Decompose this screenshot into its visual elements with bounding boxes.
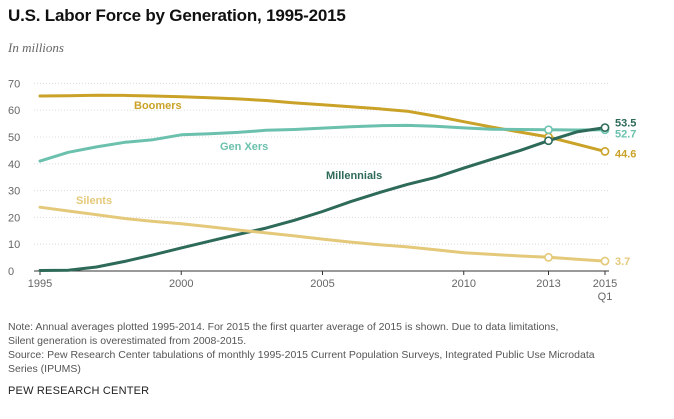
series-name-label: Boomers [134, 100, 182, 112]
gridlines [34, 82, 609, 272]
series-name-label: Millennials [326, 170, 382, 182]
series-line-silents [38, 205, 607, 263]
x-tick-label: 2005 [310, 278, 334, 290]
y-tick-label: 60 [8, 105, 20, 117]
y-tick-label: 40 [8, 159, 20, 171]
y-tick-label: 20 [8, 212, 20, 224]
series-line-gen-xers [38, 123, 607, 163]
y-tick-label: 0 [8, 266, 14, 278]
source-line: Series (IPUMS) [8, 363, 81, 375]
series-name-label: Silents [76, 195, 112, 207]
note-line: Silent generation is overestimated from … [8, 335, 247, 347]
data-point-marker [600, 123, 610, 132]
data-point-marker [544, 252, 553, 262]
x-tick-label: 2000 [169, 278, 193, 290]
series-labels: Boomers Gen Xers Millennials Silents 44.6 52.… [76, 100, 636, 268]
y-tick-label: 10 [8, 239, 20, 251]
series-end-value-label: 44.6 [615, 148, 636, 160]
chart-subtitle: In millions [8, 40, 64, 55]
series-end-value-label: 53.5 [615, 118, 636, 130]
series-line-millennials [38, 126, 607, 272]
y-axis-ticks: 0 10 20 30 40 50 60 70 [8, 78, 20, 278]
x-tick-label: 1995 [28, 278, 52, 290]
data-point-marker [600, 256, 610, 266]
x-tick-label: 2013 [536, 278, 560, 290]
data-point-marker [544, 125, 553, 135]
data-point-marker [544, 136, 553, 146]
chart-title: U.S. Labor Force by Generation, 1995-201… [8, 6, 346, 25]
series-end-value-label: 52.7 [615, 129, 636, 141]
x-tick-label: 2015 [593, 278, 617, 290]
series-lines [38, 93, 607, 272]
note-line: Note: Annual averages plotted 1995-2014.… [8, 321, 559, 333]
brand-footer: PEW RESEARCH CENTER [8, 385, 150, 397]
y-tick-label: 50 [8, 132, 20, 144]
chart-notes: Note: Annual averages plotted 1995-2014.… [8, 320, 668, 376]
series-end-value-label: 3.7 [615, 256, 630, 268]
series-markers [544, 123, 610, 266]
y-tick-label: 30 [8, 186, 20, 198]
line-chart: 0 10 20 30 40 50 60 70 1995 2000 2005 2010 2013 2015… [8, 78, 636, 303]
source-line: Source: Pew Research Center tabulations … [8, 349, 595, 361]
x-tick-sublabel: Q1 [598, 291, 613, 303]
y-tick-label: 70 [8, 78, 20, 90]
x-tick-label: 2010 [452, 278, 476, 290]
series-name-label: Gen Xers [220, 141, 268, 153]
data-point-marker [600, 147, 610, 156]
